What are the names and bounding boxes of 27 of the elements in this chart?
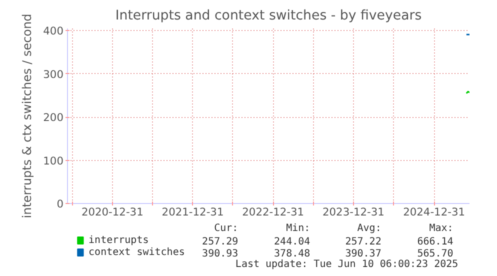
y-tick-label: 300: [43, 68, 64, 81]
text: 666.14: [417, 236, 454, 248]
text: Min:: [286, 223, 310, 234]
text: Avg:: [357, 223, 382, 234]
legend-label: context switches: [88, 247, 185, 258]
chart-title: Interrupts and context switches - by fiveyears: [115, 8, 422, 24]
text: 257.22: [345, 236, 382, 248]
text: 244.04: [274, 236, 310, 248]
y-tick-label: 400: [43, 24, 64, 38]
text: 378.48: [274, 248, 310, 260]
x-tick-label: 2023-12-31: [322, 206, 384, 218]
legend-label: interrupts: [88, 235, 149, 246]
text: Cur:: [214, 223, 238, 234]
y-tick-label: 200: [43, 111, 64, 124]
x-tick-label: 2021-12-31: [162, 206, 224, 218]
x-tick-label: 2022-12-31: [242, 206, 304, 218]
x-tick-label: 2020-12-31: [81, 206, 144, 218]
text: Last update: Tue Jun 10 06:00:23 2025: [235, 259, 458, 270]
text: 390.93: [202, 248, 238, 260]
x-tick-label: 2024-12-31: [403, 206, 466, 218]
text: 565.70: [417, 248, 454, 260]
text: 390.37: [345, 248, 382, 260]
y-tick-label: 0: [56, 198, 64, 210]
y-axis-title: interrupts & ctx switches / second: [20, 14, 34, 218]
y-tick-label: 100: [43, 154, 64, 168]
text: 257.29: [202, 236, 238, 248]
text: Max:: [429, 223, 454, 234]
